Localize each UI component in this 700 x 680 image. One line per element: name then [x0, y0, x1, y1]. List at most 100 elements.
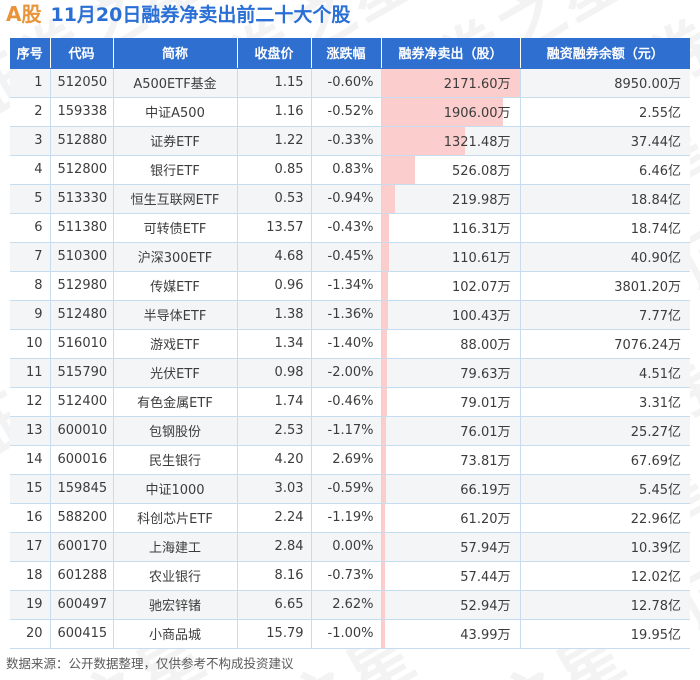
cell-net-sell: 1321.48万	[381, 126, 521, 156]
table-row[interactable]: 11 515790 光伏ETF 0.98 -2.00% 79.63万 4.51亿	[10, 358, 690, 388]
cell-margin-balance: 18.84亿	[520, 184, 690, 214]
cell-name: 科创芯片ETF	[113, 503, 238, 533]
table-row[interactable]: 1 512050 A500ETF基金 1.15 -0.60% 2171.60万 8950.0…	[10, 68, 690, 98]
table-row[interactable]: 17 600170 上海建工 2.84 0.00% 57.94万 10.39亿	[10, 532, 690, 562]
net-sell-value: 2171.60万	[443, 77, 511, 92]
cell-close-price: 13.57	[237, 213, 312, 243]
cell-net-sell: 526.08万	[381, 155, 521, 185]
table-row[interactable]: 13 600010 包钢股份 2.53 -1.17% 76.01万 25.27亿	[10, 416, 690, 446]
table-row[interactable]: 4 512800 银行ETF 0.85 0.83% 526.08万 6.46亿	[10, 155, 690, 185]
cell-margin-balance: 8950.00万	[520, 68, 690, 98]
net-sell-bar	[381, 126, 466, 154]
net-sell-value: 1906.00万	[443, 106, 511, 121]
cell-code: 512480	[50, 300, 114, 330]
col-header-net-sell[interactable]: 融券净卖出（股）	[381, 38, 521, 69]
cell-net-sell: 43.99万	[381, 619, 521, 649]
table-row[interactable]: 12 512400 有色金属ETF 1.74 -0.46% 79.01万 3.31亿	[10, 387, 690, 417]
col-header-name[interactable]: 简称	[113, 38, 238, 69]
net-sell-value: 110.61万	[452, 251, 511, 266]
cell-margin-balance: 19.95亿	[520, 619, 690, 649]
cell-index: 10	[10, 329, 51, 359]
cell-change-pct: -0.46%	[311, 387, 382, 417]
cell-net-sell: 110.61万	[381, 242, 521, 272]
table-row[interactable]: 20 600415 小商品城 15.79 -1.00% 43.99万 19.95亿	[10, 619, 690, 649]
table-row[interactable]: 7 510300 沪深300ETF 4.68 -0.45% 110.61万 40.90亿	[10, 242, 690, 272]
cell-net-sell: 57.94万	[381, 532, 521, 562]
table-row[interactable]: 10 516010 游戏ETF 1.34 -1.40% 88.00万 7076.24万	[10, 329, 690, 359]
stock-table: 序号 代码 简称 收盘价 涨跌幅 融券净卖出（股） 融资融券余额（元） 1 512…	[10, 38, 690, 649]
cell-close-price: 2.53	[237, 416, 312, 446]
cell-code: 511380	[50, 213, 114, 243]
cell-index: 17	[10, 532, 51, 562]
cell-index: 12	[10, 387, 51, 417]
net-sell-bar	[381, 184, 396, 212]
table-row[interactable]: 5 513330 恒生互联网ETF 0.53 -0.94% 219.98万 18.84亿	[10, 184, 690, 214]
net-sell-value: 66.19万	[460, 483, 511, 498]
cell-net-sell: 79.63万	[381, 358, 521, 388]
cell-code: 600415	[50, 619, 114, 649]
cell-name: 上海建工	[113, 532, 238, 562]
table-row[interactable]: 2 159338 中证A500 1.16 -0.52% 1906.00万 2.55亿	[10, 97, 690, 127]
cell-net-sell: 116.31万	[381, 213, 521, 243]
cell-name: A500ETF基金	[113, 68, 238, 98]
col-header-change[interactable]: 涨跌幅	[311, 38, 382, 69]
cell-close-price: 4.20	[237, 445, 312, 475]
col-header-code[interactable]: 代码	[50, 38, 114, 69]
col-header-index[interactable]: 序号	[10, 38, 51, 69]
table-row[interactable]: 16 588200 科创芯片ETF 2.24 -1.19% 61.20万 22.96亿	[10, 503, 690, 533]
net-sell-value: 100.43万	[452, 309, 511, 324]
net-sell-bar	[381, 329, 388, 357]
net-sell-bar	[381, 474, 386, 502]
cell-net-sell: 102.07万	[381, 271, 521, 301]
cell-net-sell: 66.19万	[381, 474, 521, 504]
cell-change-pct: -0.52%	[311, 97, 382, 127]
cell-close-price: 1.38	[237, 300, 312, 330]
net-sell-bar	[381, 155, 415, 183]
cell-code: 512880	[50, 126, 114, 156]
table-row[interactable]: 3 512880 证券ETF 1.22 -0.33% 1321.48万 37.44亿	[10, 126, 690, 156]
table-header: 序号 代码 简称 收盘价 涨跌幅 融券净卖出（股） 融资融券余额（元）	[10, 38, 690, 69]
cell-net-sell: 57.44万	[381, 561, 521, 591]
cell-change-pct: -1.40%	[311, 329, 382, 359]
table-row[interactable]: 8 512980 传媒ETF 0.96 -1.34% 102.07万 3801.20万	[10, 271, 690, 301]
cell-margin-balance: 3.31亿	[520, 387, 690, 417]
net-sell-value: 79.63万	[460, 367, 511, 382]
cell-close-price: 3.03	[237, 474, 312, 504]
cell-name: 中证A500	[113, 97, 238, 127]
col-header-price[interactable]: 收盘价	[237, 38, 312, 69]
table-row[interactable]: 18 601288 农业银行 8.16 -0.73% 57.44万 12.02亿	[10, 561, 690, 591]
cell-index: 20	[10, 619, 51, 649]
cell-margin-balance: 12.78亿	[520, 590, 690, 620]
cell-close-price: 4.68	[237, 242, 312, 272]
net-sell-value: 73.81万	[460, 454, 511, 469]
table-row[interactable]: 9 512480 半导体ETF 1.38 -1.36% 100.43万 7.77亿	[10, 300, 690, 330]
table-row[interactable]: 6 511380 可转债ETF 13.57 -0.43% 116.31万 18.74亿	[10, 213, 690, 243]
net-sell-bar	[381, 358, 387, 386]
cell-name: 中证1000	[113, 474, 238, 504]
cell-change-pct: -0.43%	[311, 213, 382, 243]
cell-code: 516010	[50, 329, 114, 359]
table-row[interactable]: 19 600497 驰宏锌锗 6.65 2.62% 52.94万 12.78亿	[10, 590, 690, 620]
cell-close-price: 0.85	[237, 155, 312, 185]
cell-close-price: 6.65	[237, 590, 312, 620]
net-sell-bar	[381, 97, 503, 125]
table-row[interactable]: 15 159845 中证1000 3.03 -0.59% 66.19万 5.45亿	[10, 474, 690, 504]
cell-code: 600010	[50, 416, 114, 446]
table-row[interactable]: 14 600016 民生银行 4.20 2.69% 73.81万 67.69亿	[10, 445, 690, 475]
cell-index: 9	[10, 300, 51, 330]
net-sell-bar	[381, 300, 388, 328]
net-sell-value: 102.07万	[452, 280, 511, 295]
cell-margin-balance: 40.90亿	[520, 242, 690, 272]
net-sell-value: 76.01万	[460, 425, 511, 440]
cell-index: 18	[10, 561, 51, 591]
net-sell-value: 57.44万	[460, 570, 511, 585]
cell-close-price: 15.79	[237, 619, 312, 649]
cell-change-pct: -0.60%	[311, 68, 382, 98]
net-sell-bar	[381, 503, 386, 531]
col-header-balance[interactable]: 融资融券余额（元）	[520, 38, 690, 69]
net-sell-bar	[381, 445, 387, 473]
net-sell-value: 61.20万	[460, 512, 511, 527]
cell-change-pct: 2.62%	[311, 590, 382, 620]
cell-name: 小商品城	[113, 619, 238, 649]
cell-name: 包钢股份	[113, 416, 238, 446]
